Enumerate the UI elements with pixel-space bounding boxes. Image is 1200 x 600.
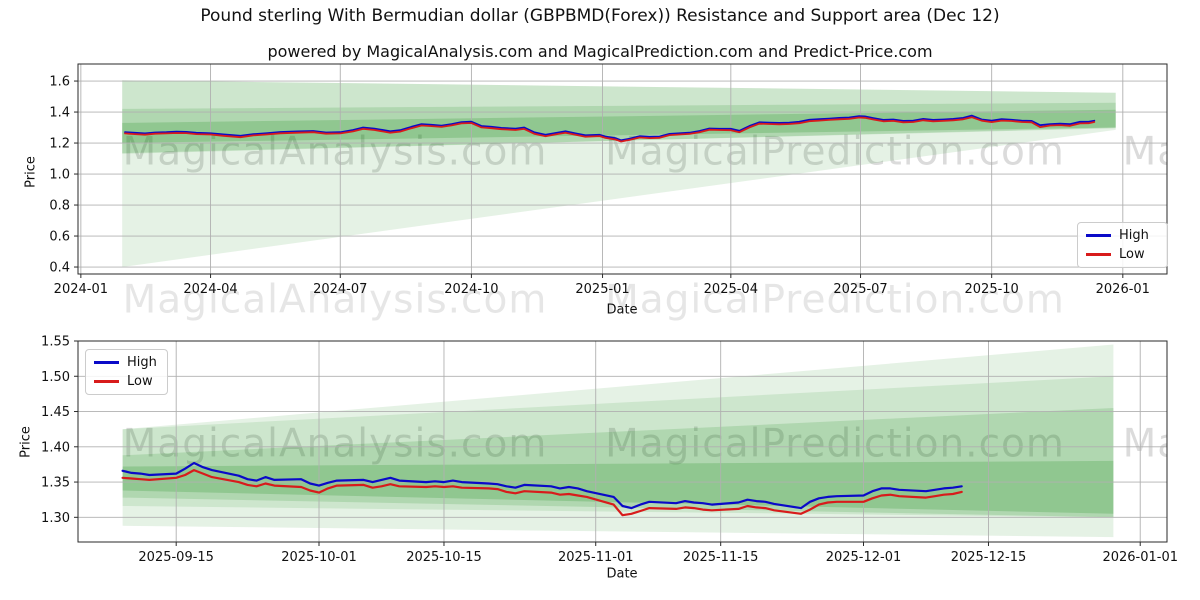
svg-text:1.4: 1.4 [49,106,70,121]
watermark-analysis-clipped: MagicalAnalysis.com [1122,129,1167,175]
watermark-prediction-2: MagicalPrediction.com [605,421,1065,467]
bottom-chart-legend: High Low [85,349,168,395]
svg-text:1.35: 1.35 [41,476,70,491]
bottom-date-axis-label: Date [606,566,638,582]
svg-text:2025-09-15: 2025-09-15 [138,550,214,565]
svg-text:1.2: 1.2 [49,137,70,152]
bottom-price-axis-label: Price [18,426,34,458]
svg-text:1.50: 1.50 [41,370,70,385]
svg-text:2024-01: 2024-01 [54,282,108,297]
chart-subtitle: powered by MagicalAnalysis.com and Magic… [267,42,933,61]
svg-text:2025-11-01: 2025-11-01 [558,550,634,565]
svg-text:2025-10: 2025-10 [965,282,1019,297]
svg-text:2026-01-01: 2026-01-01 [1102,550,1178,565]
svg-text:0.8: 0.8 [49,199,70,214]
svg-text:2024-04: 2024-04 [183,282,237,297]
top-date-axis-label: Date [606,302,638,318]
legend-entry-low-2: Low [94,375,158,388]
watermark-prediction-below: MagicalPrediction.com [605,277,1065,323]
svg-text:2025-10-15: 2025-10-15 [406,550,482,565]
top-chart-watermark-area: MagicalAnalysis.com MagicalPrediction.co… [78,64,1167,274]
svg-text:0.4: 0.4 [49,261,70,276]
legend-label-low: Low [1119,247,1145,262]
svg-text:2025-01: 2025-01 [575,282,629,297]
svg-text:2025-12-15: 2025-12-15 [951,550,1027,565]
svg-text:2025-12-01: 2025-12-01 [826,550,902,565]
svg-text:2025-07: 2025-07 [833,282,887,297]
svg-text:2025-10-01: 2025-10-01 [281,550,357,565]
svg-text:1.45: 1.45 [41,405,70,420]
full-history-chart: 0.4 0.6 0.8 1.0 1.2 1.4 1.6 2024-01 2024-04 2024-… [49,63,1168,297]
watermark-analysis-below: MagicalAnalysis.com [122,277,548,323]
svg-text:1.30: 1.30 [41,511,70,526]
legend-entry-high: High [1086,229,1158,242]
svg-text:1.6: 1.6 [49,75,70,90]
svg-text:2024-10: 2024-10 [444,282,498,297]
watermark-analysis-2: MagicalAnalysis.com [122,421,548,467]
svg-text:1.55: 1.55 [41,335,70,350]
svg-text:2024-07: 2024-07 [313,282,367,297]
watermark-analysis-clipped-2: MagicalAnalysis.com [1122,421,1167,467]
legend-label-low-2: Low [127,374,153,389]
watermark-prediction: MagicalPrediction.com [605,129,1065,175]
recent-zoom-chart: 1.30 1.35 1.40 1.45 1.50 1.55 2025-09-15 2025-1… [41,335,1178,566]
top-chart-legend: High Low [1077,222,1168,268]
bottom-chart-watermark-area: MagicalAnalysis.com MagicalPrediction.co… [78,341,1167,542]
legend-label-high: High [1119,228,1149,243]
high-line-swatch [1086,234,1111,237]
svg-text:1.40: 1.40 [41,440,70,455]
svg-text:2025-11-15: 2025-11-15 [683,550,759,565]
high-line-swatch-2 [94,361,119,364]
svg-text:0.6: 0.6 [49,230,70,245]
svg-text:2025-04: 2025-04 [704,282,758,297]
svg-text:2026-01: 2026-01 [1096,282,1150,297]
watermark-analysis: MagicalAnalysis.com [122,129,548,175]
legend-entry-high-2: High [94,356,158,369]
low-line-swatch-2 [94,380,119,383]
chart-title: Pound sterling With Bermudian dollar (GB… [200,6,1000,26]
legend-label-high-2: High [127,355,157,370]
legend-entry-low: Low [1086,248,1158,261]
low-line-swatch [1086,253,1111,256]
top-price-axis-label: Price [23,156,39,188]
svg-text:1.0: 1.0 [49,168,70,183]
